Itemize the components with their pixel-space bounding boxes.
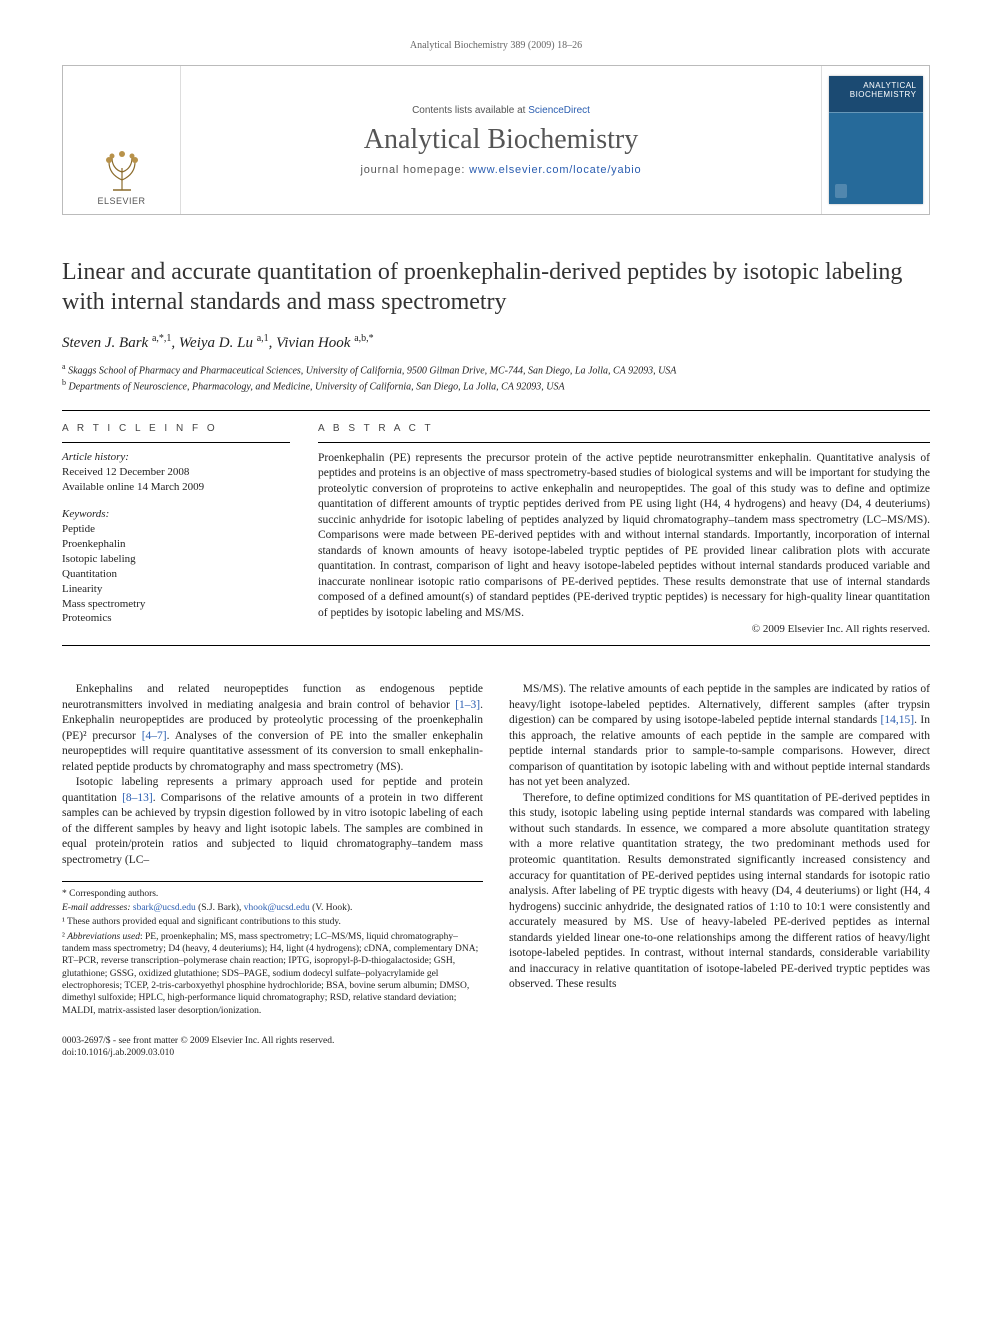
- contents-prefix: Contents lists available at: [412, 105, 528, 116]
- abstract-text: Proenkephalin (PE) represents the precur…: [318, 451, 930, 622]
- footnotes-block: * Corresponding authors. E-mail addresse…: [62, 881, 483, 1017]
- email-who-1: (S.J. Bark),: [196, 903, 244, 913]
- body-paragraph: Isotopic labeling represents a primary a…: [62, 775, 483, 868]
- publisher-logo-cell: ELSEVIER: [63, 66, 181, 214]
- journal-name: Analytical Biochemistry: [364, 124, 639, 156]
- cover-title: ANALYTICAL BIOCHEMISTRY: [835, 82, 917, 100]
- contents-available-line: Contents lists available at ScienceDirec…: [412, 105, 590, 116]
- abbreviations-note: ² Abbreviations used: PE, proenkephalin;…: [62, 931, 483, 1017]
- elsevier-logo: ELSEVIER: [91, 134, 153, 206]
- keywords-list: PeptideProenkephalinIsotopic labelingQua…: [62, 522, 290, 626]
- body-paragraph: Therefore, to define optimized condition…: [509, 791, 930, 993]
- online-date: Available online 14 March 2009: [62, 480, 290, 495]
- journal-homepage-link[interactable]: www.elsevier.com/locate/yabio: [469, 164, 641, 176]
- history-subhead: Article history:: [62, 451, 290, 463]
- received-date: Received 12 December 2008: [62, 465, 290, 480]
- email-label: E-mail addresses:: [62, 903, 133, 913]
- front-matter-line: 0003-2697/$ - see front matter © 2009 El…: [62, 1035, 930, 1047]
- cover-thumb-cell: ANALYTICAL BIOCHEMISTRY: [821, 66, 929, 214]
- abstract-copyright: © 2009 Elsevier Inc. All rights reserved…: [318, 623, 930, 635]
- corresponding-authors-note: * Corresponding authors.: [62, 888, 483, 900]
- masthead: ELSEVIER Contents lists available at Sci…: [62, 65, 930, 215]
- page-footer: 0003-2697/$ - see front matter © 2009 El…: [62, 1035, 930, 1060]
- keywords-subhead: Keywords:: [62, 508, 290, 520]
- author-list: Steven J. Bark a,*,1, Weiya D. Lu a,1, V…: [62, 333, 930, 352]
- affiliations: a Skaggs School of Pharmacy and Pharmace…: [62, 362, 930, 394]
- email-link-2[interactable]: vhook@ucsd.edu: [244, 903, 310, 913]
- sciencedirect-link[interactable]: ScienceDirect: [528, 105, 590, 116]
- article-title: Linear and accurate quantitation of proe…: [62, 257, 930, 317]
- email-addresses-line: E-mail addresses: sbark@ucsd.edu (S.J. B…: [62, 902, 483, 914]
- publisher-label: ELSEVIER: [97, 196, 145, 206]
- body-paragraph: Enkephalins and related neuropeptides fu…: [62, 682, 483, 775]
- body-paragraph: MS/MS). The relative amounts of each pep…: [509, 682, 930, 791]
- email-link-1[interactable]: sbark@ucsd.edu: [133, 903, 196, 913]
- abstract-column: A B S T R A C T Proenkephalin (PE) repre…: [318, 411, 930, 636]
- abstract-heading: A B S T R A C T: [318, 423, 930, 434]
- article-info-heading: A R T I C L E I N F O: [62, 423, 290, 434]
- homepage-prefix: journal homepage:: [361, 164, 470, 176]
- masthead-center: Contents lists available at ScienceDirec…: [181, 66, 821, 214]
- body-two-column: Enkephalins and related neuropeptides fu…: [62, 682, 930, 1019]
- email-who-2: (V. Hook).: [310, 903, 353, 913]
- doi-line: doi:10.1016/j.ab.2009.03.010: [62, 1047, 930, 1059]
- article-info-column: A R T I C L E I N F O Article history: R…: [62, 411, 290, 636]
- journal-cover-thumb: ANALYTICAL BIOCHEMISTRY: [829, 76, 923, 204]
- equal-contribution-note: ¹ These authors provided equal and signi…: [62, 916, 483, 928]
- running-head: Analytical Biochemistry 389 (2009) 18–26: [62, 40, 930, 51]
- journal-homepage-line: journal homepage: www.elsevier.com/locat…: [361, 164, 642, 176]
